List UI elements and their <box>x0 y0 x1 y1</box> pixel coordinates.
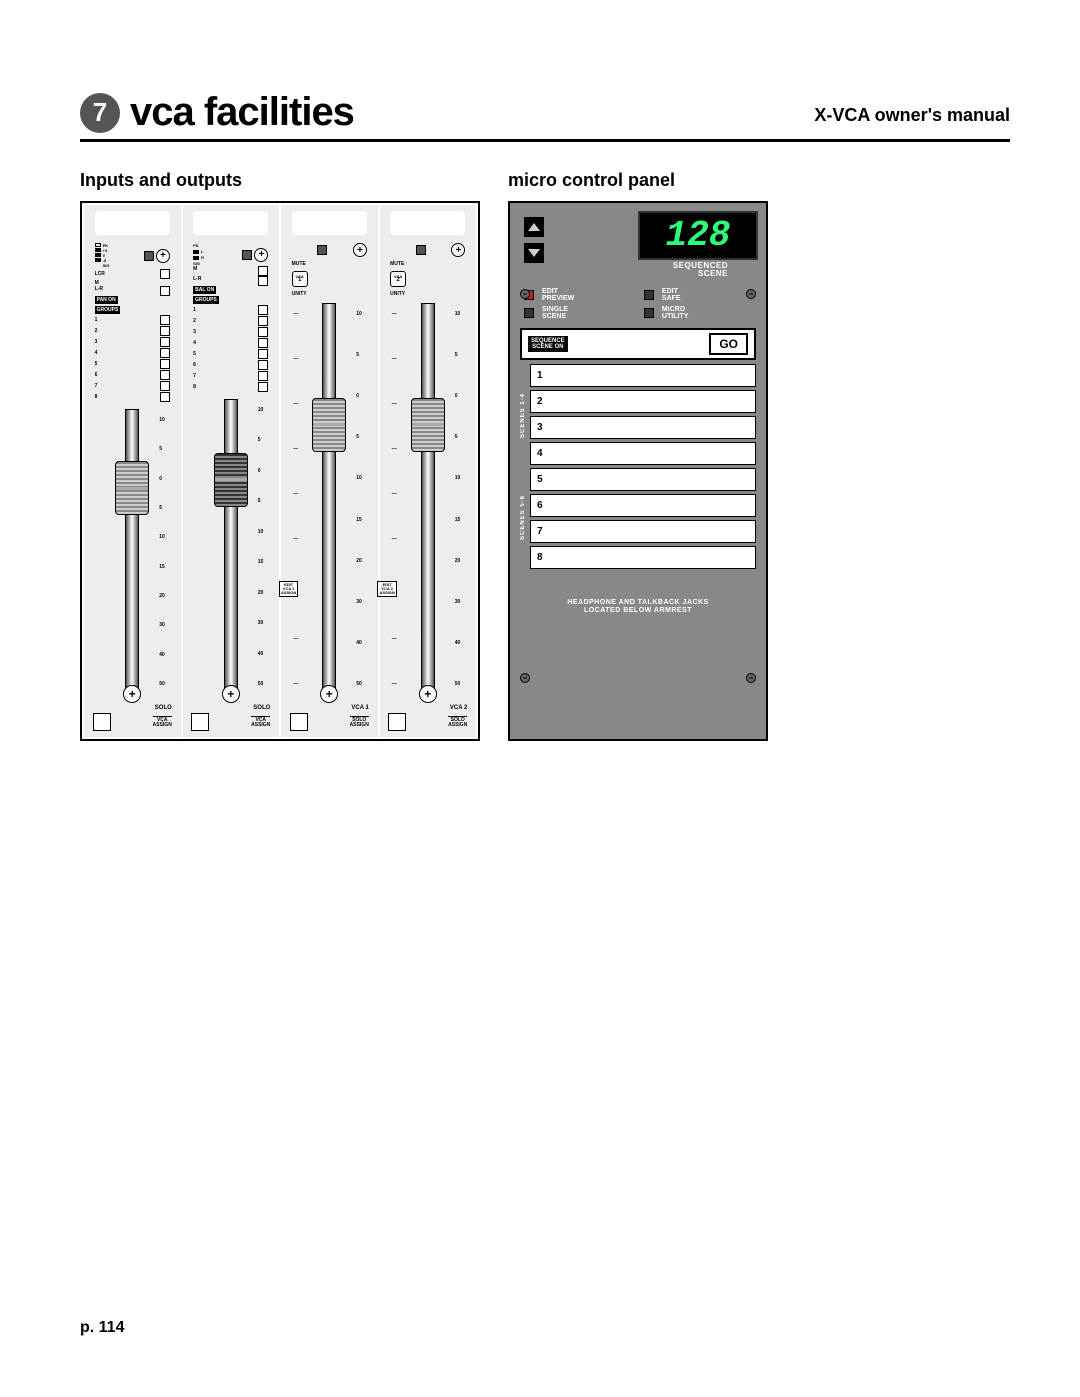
vca-assign-label: VCA ASSIGN <box>153 716 172 729</box>
micro-utility-label: MICRO UTILITY <box>662 306 752 320</box>
scene-name-list: 1 2 3 4 5 6 7 8 <box>530 364 756 569</box>
armrest-note: HEADPHONE AND TALKBACK JACKS LOCATED BEL… <box>518 599 758 616</box>
scene-row-3[interactable]: 3 <box>530 416 756 439</box>
scene-row-1[interactable]: 1 <box>530 364 756 387</box>
group-assign-4[interactable] <box>160 348 170 358</box>
scene-row-6[interactable]: 6 <box>530 494 756 517</box>
channel-lcd <box>95 211 170 235</box>
fader-track[interactable] <box>125 409 139 695</box>
input-channel-strip-1: PK +3 0 -6 SIG + LC <box>84 205 181 737</box>
scene-row-8[interactable]: 8 <box>530 546 756 569</box>
channel-lcd <box>292 211 367 235</box>
solo-assign-button[interactable] <box>290 713 308 731</box>
scenes-1-4-label: SCENES 1-4 <box>520 393 526 438</box>
group-assign-8[interactable] <box>160 392 170 402</box>
channel-lcd <box>390 211 465 235</box>
edit-safe-label: EDIT SAFE <box>662 288 752 302</box>
scene-row-4[interactable]: 4 <box>530 442 756 465</box>
scene-number-display: 128 <box>638 211 758 260</box>
minus-cap-icon: + <box>222 685 240 703</box>
edit-vca-assign-box[interactable]: EDIT VCA 2 ASSIGN <box>377 581 396 597</box>
single-scene-led <box>524 308 534 318</box>
screw-icon <box>520 673 530 683</box>
channel-strips-panel: PK +3 0 -6 SIG + LC <box>80 201 480 741</box>
vca-title: VCA 1 <box>351 705 368 711</box>
chapter-title: vca facilities <box>130 90 354 135</box>
fader-knob[interactable] <box>312 398 346 452</box>
go-bar: SEQUENCE SCENE ON GO <box>520 328 756 360</box>
scene-row-2[interactable]: 2 <box>530 390 756 413</box>
minus-cap-icon: + <box>123 685 141 703</box>
vca-master-strip-2: + MUTE VCA 2 UNITY 10505101520304050 <box>380 205 477 737</box>
input-channel-strip-2: PK L R SIG + M L-R <box>183 205 280 737</box>
channel-lcd <box>193 211 268 235</box>
group-assign-2[interactable] <box>160 326 170 336</box>
groups-label: GROUPS <box>95 306 121 314</box>
group-assign-1[interactable] <box>160 315 170 325</box>
solo-assign-button[interactable] <box>388 713 406 731</box>
chapter-number-badge: 7 <box>80 93 120 133</box>
fader-knob[interactable] <box>411 398 445 452</box>
lcr-label: LCR <box>95 271 105 277</box>
vca-assign-button[interactable] <box>191 713 209 731</box>
edit-vca-assign-box[interactable]: EDIT VCA 1 ASSIGN <box>279 581 298 597</box>
vca-number-box: VCA 1 <box>292 271 308 287</box>
fader-knob[interactable] <box>115 461 149 515</box>
sequence-scene-on-label: SEQUENCE SCENE ON <box>528 336 568 352</box>
sequenced-scene-label: SEQUENCED SCENE <box>518 262 758 278</box>
plus-cap-icon: + <box>254 248 268 262</box>
unity-label: UNITY <box>292 291 307 297</box>
screw-icon <box>520 289 530 299</box>
fader-scale: 10505101520304050 <box>159 409 185 695</box>
solo-label: SOLO <box>155 705 172 711</box>
fader-scale: 10505101520304050 <box>455 303 481 695</box>
mute-button[interactable] <box>242 250 252 260</box>
mode-indicator-grid: EDIT PREVIEW EDIT SAFE SINGLE SCENE MICR… <box>524 288 752 320</box>
fader-knob[interactable] <box>214 453 248 507</box>
screw-icon <box>746 289 756 299</box>
fader-track[interactable] <box>421 303 435 695</box>
edit-preview-label: EDIT PREVIEW <box>542 288 638 302</box>
manual-title: X-VCA owner's manual <box>814 105 1010 126</box>
mute-indicator[interactable] <box>317 245 327 255</box>
page-number: p. 114 <box>80 1319 124 1337</box>
micro-utility-led <box>644 308 654 318</box>
group-assign-3[interactable] <box>160 337 170 347</box>
mute-indicator[interactable] <box>416 245 426 255</box>
edit-safe-led <box>644 290 654 300</box>
page-header: 7 vca facilities X-VCA owner's manual <box>80 90 1010 142</box>
screw-icon <box>746 673 756 683</box>
groups-label: GROUPS <box>193 296 219 304</box>
scene-up-button[interactable] <box>524 217 544 237</box>
fader-track[interactable] <box>224 399 238 695</box>
go-button[interactable]: GO <box>709 333 748 355</box>
fader-track[interactable] <box>322 303 336 695</box>
vca-number-box: VCA 2 <box>390 271 406 287</box>
vca-assign-button[interactable] <box>93 713 111 731</box>
inputs-outputs-title: Inputs and outputs <box>80 170 480 191</box>
micro-panel-title: micro control panel <box>508 170 768 191</box>
micro-control-panel: 128 SEQUENCED SCENE EDIT PREVIEW EDIT SA… <box>508 201 768 741</box>
scenes-5-8-label: SCENES 5-8 <box>520 495 526 540</box>
scene-down-button[interactable] <box>524 243 544 263</box>
plus-cap-icon: + <box>156 249 170 263</box>
arrow-up-icon <box>528 223 540 231</box>
group-assign-7[interactable] <box>160 381 170 391</box>
scene-row-7[interactable]: 7 <box>530 520 756 543</box>
mute-label: MUTE <box>292 261 306 267</box>
single-scene-label: SINGLE SCENE <box>542 306 638 320</box>
mute-button[interactable] <box>144 251 154 261</box>
vca-master-strip-1: + MUTE VCA 1 UNITY 10505101520304050 <box>281 205 378 737</box>
arrow-down-icon <box>528 249 540 257</box>
scene-row-5[interactable]: 5 <box>530 468 756 491</box>
group-assign-6[interactable] <box>160 370 170 380</box>
group-assign-5[interactable] <box>160 359 170 369</box>
